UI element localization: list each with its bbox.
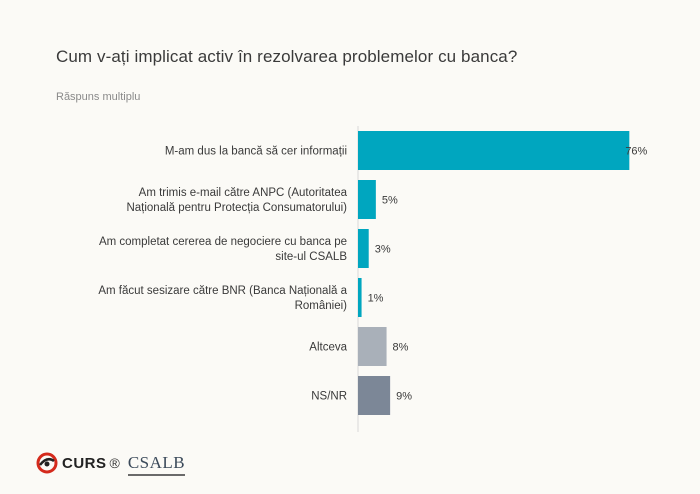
bar-4 <box>358 327 387 366</box>
category-label-2: Am completat cererea de negociere cu ban… <box>99 236 347 263</box>
category-label-line: Am făcut sesizare către BNR (Banca Națio… <box>98 285 347 297</box>
bar-3 <box>358 278 362 317</box>
chart-title: Cum v-ați implicat activ în rezolvarea p… <box>56 47 518 66</box>
category-label-line: Altceva <box>309 342 347 354</box>
value-label-3: 1% <box>368 293 384 305</box>
category-label-1: Am trimis e-mail către ANPC (Autoritatea… <box>126 187 347 214</box>
category-label-line: României) <box>295 300 348 312</box>
bar-5 <box>358 376 391 415</box>
bar-0 <box>358 131 630 170</box>
bar-2 <box>358 229 369 268</box>
registered-mark: ® <box>109 455 120 471</box>
bar-1 <box>358 180 376 219</box>
value-label-4: 8% <box>393 342 409 354</box>
value-label-2: 3% <box>375 244 391 256</box>
curs-swirl-icon <box>36 452 58 474</box>
csalb-logo: CSALB <box>127 453 186 476</box>
category-label-3: Am făcut sesizare către BNR (Banca Națio… <box>98 285 347 312</box>
value-label-1: 5% <box>382 195 398 207</box>
value-label-5: 9% <box>396 391 412 403</box>
category-label-line: Am trimis e-mail către ANPC (Autoritatea <box>139 187 348 199</box>
curs-logo-text: CURS <box>62 454 107 472</box>
footer-logos: CURS ® CSALB <box>36 452 186 476</box>
curs-logo: CURS <box>36 452 107 474</box>
csalb-underline <box>127 474 186 476</box>
category-label-line: NS/NR <box>311 391 347 403</box>
chart-subtitle: Răspuns multiplu <box>56 91 141 103</box>
value-label-0: 76% <box>625 146 647 158</box>
category-label-line: Am completat cererea de negociere cu ban… <box>99 236 347 248</box>
category-label-5: NS/NR <box>311 391 347 403</box>
category-label-0: M-am dus la bancă să cer informații <box>165 146 347 158</box>
category-label-4: Altceva <box>309 342 347 354</box>
category-label-line: site-ul CSALB <box>275 251 347 263</box>
category-label-line: Națională pentru Protecția Consumatorulu… <box>126 202 347 214</box>
csalb-logo-text: CSALB <box>127 453 186 472</box>
category-label-line: M-am dus la bancă să cer informații <box>165 146 347 158</box>
